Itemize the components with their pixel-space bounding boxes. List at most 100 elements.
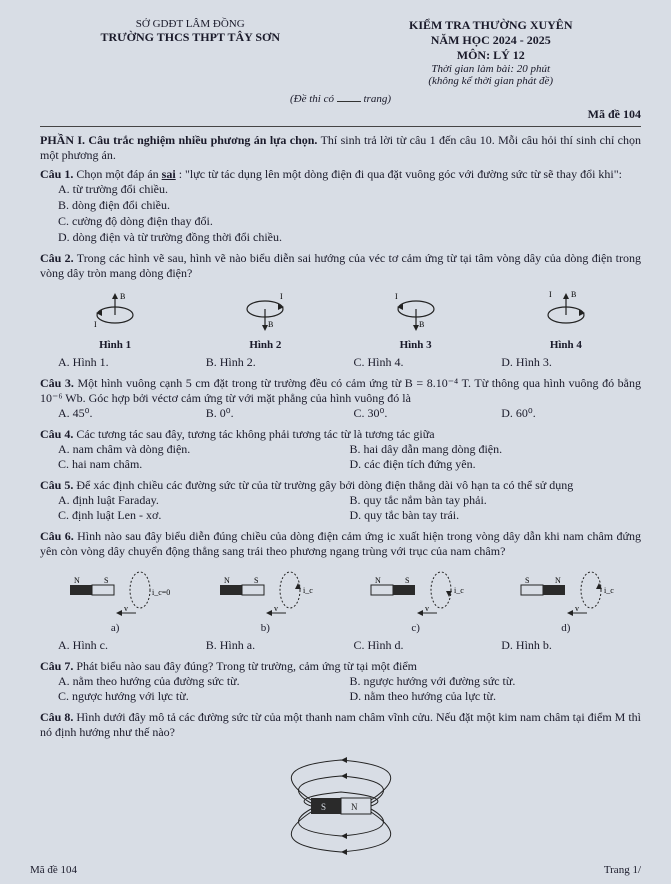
q4-stem: Câu 4. Các tương tác sau đây, tương tác …	[40, 427, 641, 442]
header-right: KIỂM TRA THƯỜNG XUYÊN NĂM HỌC 2024 - 202…	[341, 18, 642, 87]
svg-text:I: I	[94, 320, 97, 329]
header: SỞ GDĐT LÂM ĐỒNG TRƯỜNG THCS THPT TÂY SƠ…	[40, 18, 641, 87]
svg-text:v: v	[274, 604, 278, 613]
q7-opt-a: A. nằm theo hướng của đường sức từ.	[58, 674, 350, 689]
footer-right: Trang 1/	[604, 864, 641, 876]
q7-opt-c: C. ngược hướng với lực từ.	[58, 689, 350, 704]
q1-opt-a: A. từ trường đổi chiều.	[58, 182, 641, 197]
svg-text:S: S	[321, 802, 326, 812]
q8-stem-text: Hình dưới đây mô tả các đường sức từ của…	[40, 710, 641, 739]
svg-text:B: B	[419, 320, 424, 329]
q3-opt-c: C. 30⁰.	[354, 406, 494, 421]
svg-text:I: I	[395, 292, 398, 301]
q2-opt-d: D. Hình 3.	[501, 355, 641, 370]
q2-figlabel-4: Hình 4	[491, 339, 641, 351]
q2-stem: Câu 2. Trong các hình vẽ sau, hình vẽ nà…	[40, 251, 641, 281]
page-footer: Mã đề 104 Trang 1/	[30, 864, 641, 876]
exam-duration: Thời gian làm bài: 20 phút	[341, 63, 642, 75]
q1-label: Câu 1.	[40, 167, 73, 181]
q1-options: A. từ trường đổi chiều. B. dòng điện đổi…	[40, 182, 641, 245]
school-name: TRƯỜNG THCS THPT TÂY SƠN	[40, 30, 341, 45]
section-title: PHẦN I. Câu trắc nghiệm nhiều phương án …	[40, 133, 317, 147]
question-2: Câu 2. Trong các hình vẽ sau, hình vẽ nà…	[40, 251, 641, 370]
q2-opt-c: C. Hình 4.	[354, 355, 494, 370]
q8-stem: Câu 8. Hình dưới đây mô tả các đường sức…	[40, 710, 641, 740]
q7-label: Câu 7.	[40, 659, 73, 673]
q5-options: A. định luật Faraday. C. định luật Len -…	[40, 493, 641, 523]
q2-fig1-svg: B I	[90, 287, 140, 337]
q8-label: Câu 8.	[40, 710, 73, 724]
q1-stem-pre: Chọn một đáp án	[76, 167, 161, 181]
q4-opt-b: B. hai dây dẫn mang dòng điện.	[350, 442, 642, 457]
q6-figlabel-c: c)	[341, 622, 491, 634]
svg-text:S: S	[405, 576, 409, 585]
q2-figlabel-1: Hình 1	[40, 339, 190, 351]
q2-label: Câu 2.	[40, 251, 74, 265]
svg-text:S: S	[525, 576, 529, 585]
svg-text:i_c: i_c	[454, 586, 464, 595]
q3-stem-text: Một hình vuông cạnh 5 cm đặt trong từ tr…	[40, 376, 641, 405]
exam-code: Mã đề 104	[40, 107, 641, 122]
q2-figlabel-3: Hình 3	[341, 339, 491, 351]
svg-text:B: B	[268, 320, 273, 329]
svg-text:N: N	[224, 576, 230, 585]
question-6: Câu 6. Hình nào sau đây biểu diễn đúng c…	[40, 529, 641, 653]
q6-opt-c: C. Hình d.	[354, 638, 494, 653]
q7-opt-b: B. ngược hướng với đường sức từ.	[350, 674, 642, 689]
q6-figd-svg: SN i_c v	[511, 565, 621, 620]
q2-options: A. Hình 1. B. Hình 2. C. Hình 4. D. Hình…	[40, 355, 641, 370]
q1-opt-d: D. dòng điện và từ trường đồng thời đổi …	[58, 230, 641, 245]
q2-fig3-svg: B I	[391, 287, 441, 337]
q2-opt-b: B. Hình 2.	[206, 355, 346, 370]
section-instruction: PHẦN I. Câu trắc nghiệm nhiều phương án …	[40, 133, 641, 163]
header-left: SỞ GDĐT LÂM ĐỒNG TRƯỜNG THCS THPT TÂY SƠ…	[40, 18, 341, 87]
svg-text:N: N	[351, 802, 358, 812]
org-name: SỞ GDĐT LÂM ĐỒNG	[40, 18, 341, 30]
q5-stem-text: Để xác định chiều các đường sức từ của t…	[76, 478, 573, 492]
q6-figc-svg: NS i_c v	[361, 565, 471, 620]
blank-underline	[337, 101, 361, 102]
q2-fig4-svg: I B	[541, 287, 591, 337]
q2-opt-a: A. Hình 1.	[58, 355, 198, 370]
exam-page: SỞ GDĐT LÂM ĐỒNG TRƯỜNG THCS THPT TÂY SƠ…	[0, 0, 671, 884]
question-7: Câu 7. Phát biểu nào sau đây đúng? Trong…	[40, 659, 641, 704]
q6-stem-text: Hình nào sau đây biểu diễn đúng chiều củ…	[40, 529, 641, 558]
q1-stem-bold: sai	[162, 167, 176, 181]
q2-stem-text: Trong các hình vẽ sau, hình vẽ nào biểu …	[40, 251, 641, 280]
q7-options: A. nằm theo hướng của đường sức từ. C. n…	[40, 674, 641, 704]
q2-fig2-svg: B I	[240, 287, 290, 337]
svg-text:v: v	[124, 604, 128, 613]
q1-opt-b: B. dòng điện đổi chiều.	[58, 198, 641, 213]
q2-figures: B I B I B I	[40, 287, 641, 337]
question-3: Câu 3. Một hình vuông cạnh 5 cm đặt tron…	[40, 376, 641, 421]
pages-note: (Đề thi có trang)	[40, 93, 641, 105]
svg-text:v: v	[425, 604, 429, 613]
q8-figure: S N	[40, 750, 641, 864]
q6-figlabel-d: d)	[491, 622, 641, 634]
q4-stem-text: Các tương tác sau đây, tương tác không p…	[76, 427, 434, 441]
exam-duration-note: (không kể thời gian phát đề)	[341, 75, 642, 87]
q6-options: A. Hình c. B. Hình a. C. Hình d. D. Hình…	[40, 638, 641, 653]
svg-text:N: N	[74, 576, 80, 585]
q6-stem: Câu 6. Hình nào sau đây biểu diễn đúng c…	[40, 529, 641, 559]
exam-title: KIỂM TRA THƯỜNG XUYÊN	[341, 18, 642, 33]
q6-figure-labels: a) b) c) d)	[40, 622, 641, 634]
pages-note-post: trang)	[363, 93, 391, 105]
svg-text:S: S	[254, 576, 258, 585]
svg-text:B: B	[571, 290, 576, 299]
q3-opt-d: D. 60⁰.	[501, 406, 641, 421]
svg-text:i_c=0: i_c=0	[152, 588, 170, 597]
svg-text:S: S	[104, 576, 108, 585]
exam-subject: MÔN: LÝ 12	[341, 48, 642, 63]
q4-opt-a: A. nam châm và dòng điện.	[58, 442, 350, 457]
svg-text:i_c: i_c	[604, 586, 614, 595]
svg-text:i_c: i_c	[303, 586, 313, 595]
question-5: Câu 5. Để xác định chiều các đường sức t…	[40, 478, 641, 523]
q5-opt-b: B. quy tắc nắm bàn tay phải.	[350, 493, 642, 508]
footer-left: Mã đề 104	[30, 864, 77, 876]
q1-opt-c: C. cường độ dòng điện thay đổi.	[58, 214, 641, 229]
exam-year: NĂM HỌC 2024 - 2025	[341, 33, 642, 48]
q7-stem-text: Phát biểu nào sau đây đúng? Trong từ trư…	[76, 659, 417, 673]
svg-text:I: I	[549, 290, 552, 299]
q6-opt-d: D. Hình b.	[501, 638, 641, 653]
